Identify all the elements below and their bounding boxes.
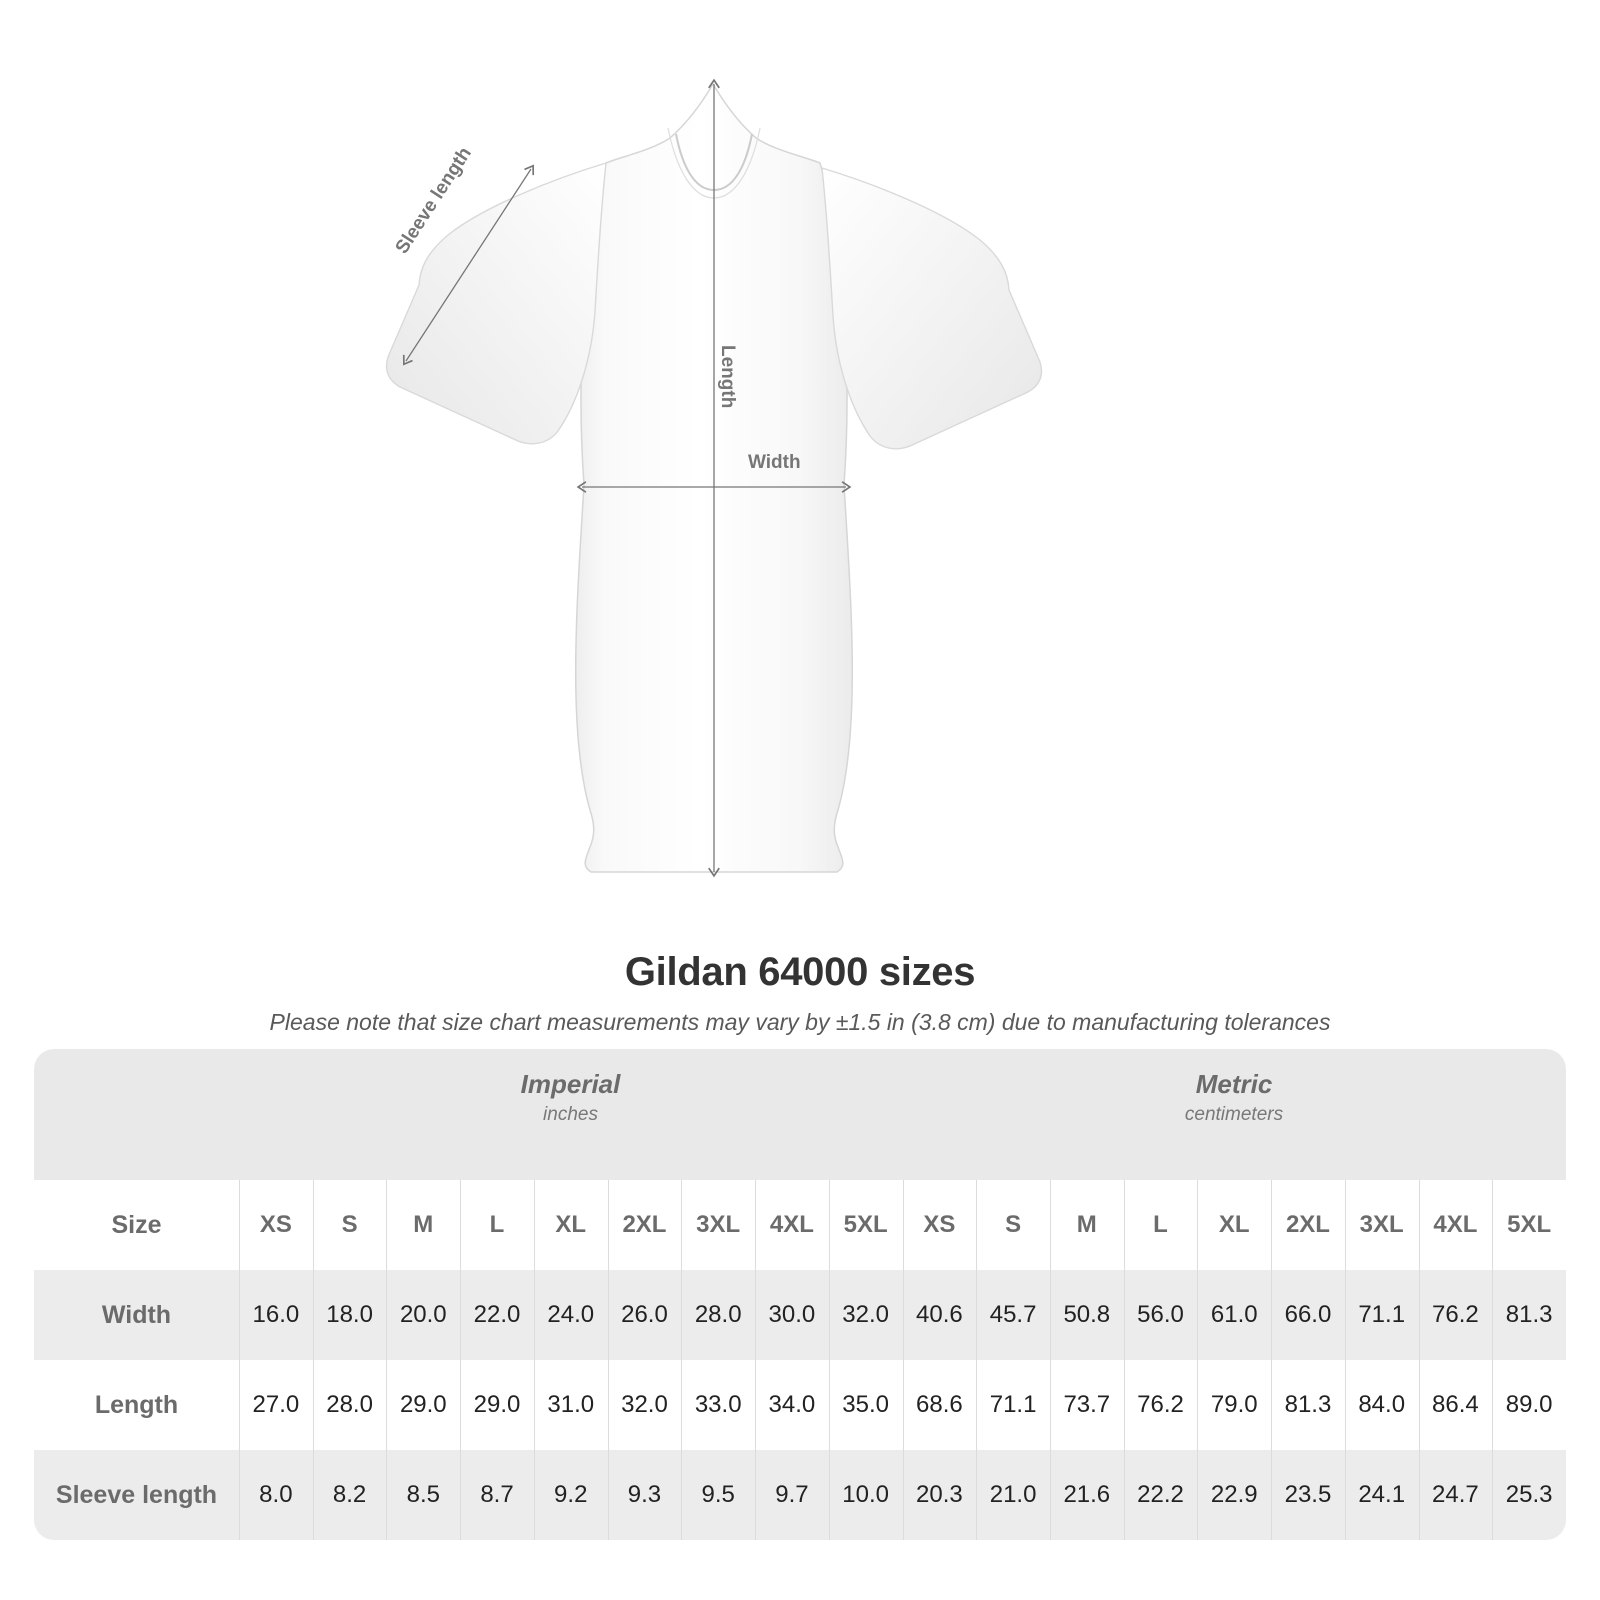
svg-text:Length: Length xyxy=(717,345,738,408)
svg-text:Width: Width xyxy=(748,452,801,473)
